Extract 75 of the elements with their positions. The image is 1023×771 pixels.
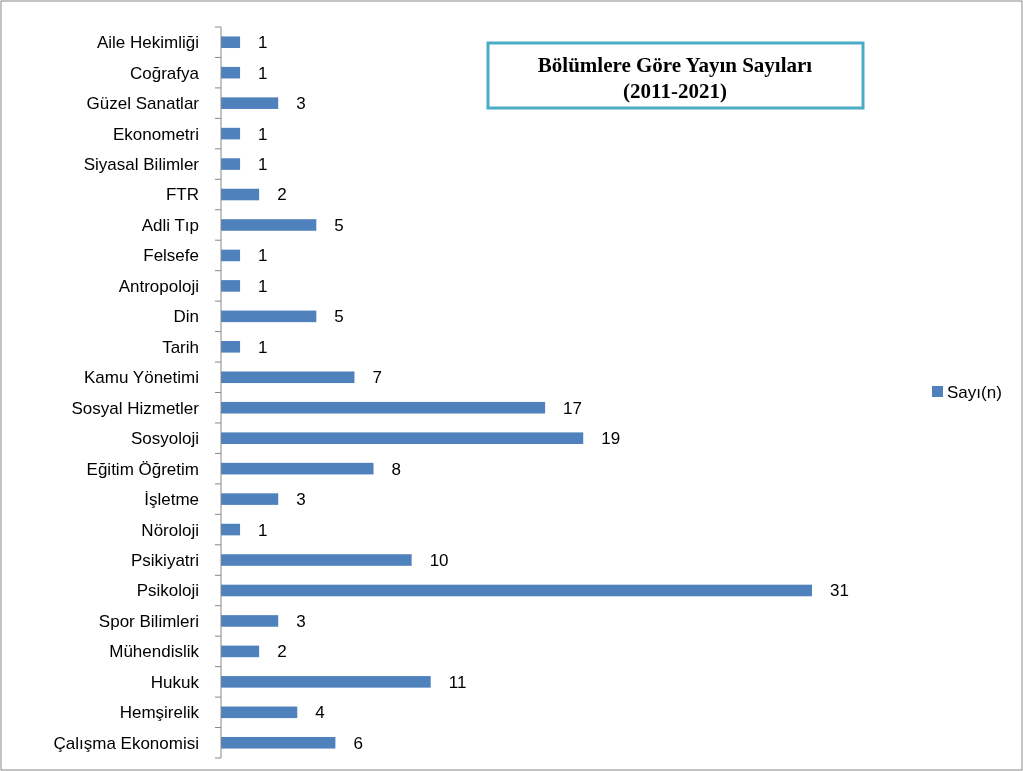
data-label: 10 bbox=[429, 550, 449, 570]
y-tick-label: Din bbox=[173, 307, 199, 327]
data-label: 6 bbox=[353, 733, 363, 753]
bar bbox=[221, 706, 298, 719]
y-tick-label: Coğrafya bbox=[130, 63, 200, 83]
bar bbox=[221, 493, 279, 505]
data-label: 5 bbox=[334, 307, 344, 327]
y-tick-label: Hemşirelik bbox=[119, 703, 200, 723]
bar bbox=[221, 158, 241, 170]
y-tick-label: Güzel Sanatlar bbox=[86, 94, 200, 114]
y-tick-label: Spor Bilimleri bbox=[98, 611, 199, 631]
y-tick-label: Mühendislik bbox=[109, 642, 200, 662]
data-label: 11 bbox=[448, 672, 467, 692]
bar bbox=[221, 645, 260, 658]
bar bbox=[221, 249, 241, 262]
y-tick-label: Kamu Yönetimi bbox=[84, 368, 199, 388]
bar bbox=[221, 736, 336, 749]
y-tick-label: Psikoloji bbox=[136, 581, 199, 601]
y-tick-label: Siyasal Bilimler bbox=[83, 155, 200, 175]
y-tick-label: Tarih bbox=[162, 337, 199, 357]
text: Bölümlere Göre Yayın Sayıları bbox=[537, 53, 813, 77]
data-label: 1 bbox=[258, 337, 268, 357]
data-label: 3 bbox=[296, 611, 306, 631]
bar bbox=[221, 401, 546, 414]
bar bbox=[221, 219, 317, 231]
data-label: 1 bbox=[258, 33, 268, 53]
bar bbox=[221, 66, 241, 79]
bar bbox=[221, 127, 241, 140]
data-label: 1 bbox=[258, 155, 268, 175]
y-tick-label: Çalışma Ekonomisi bbox=[53, 733, 199, 753]
y-tick-label: Psikiyatri bbox=[130, 550, 199, 570]
y-tick-label: Adli Tıp bbox=[141, 215, 199, 235]
data-label: 1 bbox=[258, 520, 268, 540]
data-label: 1 bbox=[258, 63, 268, 83]
bar bbox=[221, 615, 279, 627]
y-tick-label: Aile Hekimliği bbox=[96, 33, 199, 53]
y-tick-label: Hukuk bbox=[150, 672, 200, 692]
data-label: 17 bbox=[563, 398, 583, 418]
bar bbox=[221, 341, 241, 353]
bar bbox=[221, 371, 355, 384]
y-tick-label: İşletme bbox=[144, 490, 199, 510]
bar bbox=[221, 523, 241, 536]
data-label: 2 bbox=[277, 185, 287, 205]
data-label: 1 bbox=[258, 124, 268, 144]
data-label: 1 bbox=[258, 276, 268, 296]
y-tick-label: Antropoloji bbox=[118, 276, 199, 296]
y-tick-label: Sosyoloji bbox=[130, 429, 199, 449]
bar bbox=[221, 280, 241, 292]
bar bbox=[221, 676, 431, 688]
bar bbox=[221, 97, 279, 109]
bar bbox=[221, 554, 412, 566]
data-label: 1 bbox=[258, 246, 268, 266]
y-tick-label: Ekonometri bbox=[113, 124, 199, 144]
data-label: 4 bbox=[315, 703, 325, 723]
data-label: 8 bbox=[391, 459, 401, 479]
y-tick-label: Eğitim Öğretim bbox=[86, 459, 199, 479]
data-label: 3 bbox=[296, 94, 306, 114]
data-label: 2 bbox=[277, 642, 287, 662]
data-label: 3 bbox=[296, 490, 306, 510]
data-label: 31 bbox=[830, 581, 849, 601]
text: (2011-2021) bbox=[623, 79, 727, 103]
bar bbox=[221, 432, 584, 444]
bar bbox=[221, 462, 374, 475]
y-tick-label: Sosyal Hizmetler bbox=[71, 398, 200, 418]
bar bbox=[221, 584, 812, 597]
data-label: 19 bbox=[601, 429, 621, 449]
y-tick-label: Felsefe bbox=[143, 246, 199, 266]
bar bbox=[221, 188, 260, 201]
data-label: 5 bbox=[334, 215, 344, 235]
legend-label: Sayı(n) bbox=[947, 382, 1002, 402]
y-tick-label: FTR bbox=[165, 185, 199, 205]
y-tick-label: Nöroloji bbox=[141, 520, 199, 540]
bar bbox=[221, 36, 241, 49]
bar bbox=[221, 310, 317, 323]
data-label: 7 bbox=[372, 368, 382, 388]
